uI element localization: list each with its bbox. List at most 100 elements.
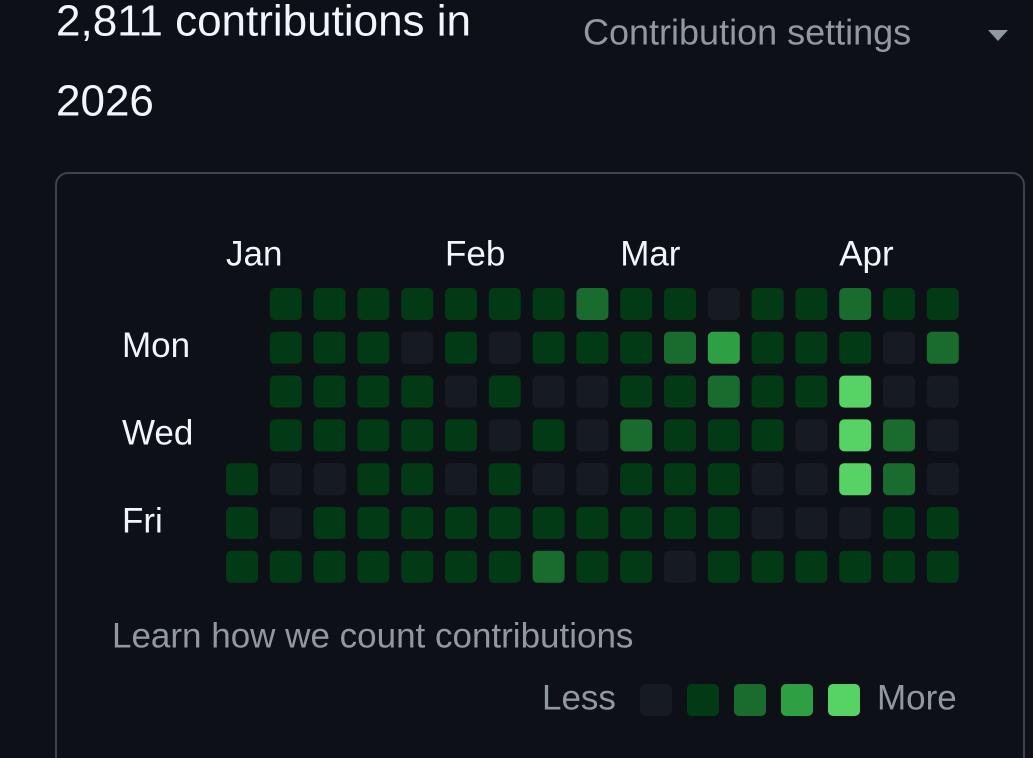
contribution-cell	[620, 507, 653, 539]
contribution-cell	[269, 331, 302, 364]
contribution-cell	[226, 507, 258, 539]
contribution-cell	[795, 463, 828, 496]
contribution-cell	[576, 331, 609, 364]
contribution-cell	[620, 375, 653, 408]
contribution-cell	[357, 375, 390, 408]
legend-swatch	[734, 684, 766, 716]
contribution-cell	[313, 550, 346, 583]
contribution-cell	[401, 288, 434, 320]
contribution-cell	[926, 288, 959, 320]
contribution-cell	[883, 288, 915, 320]
dropdown-caret[interactable]	[988, 30, 1008, 41]
contribution-cell	[751, 419, 784, 452]
month-label: Jan	[226, 234, 282, 273]
contribution-cell	[488, 375, 521, 408]
contribution-cell	[269, 288, 302, 320]
legend-swatch	[781, 684, 813, 716]
month-label: Feb	[445, 234, 505, 273]
day-label: Wed	[122, 414, 193, 453]
contribution-cell	[707, 331, 740, 364]
contribution-cell	[839, 507, 872, 539]
contribution-cell	[576, 550, 609, 583]
contribution-cell	[795, 288, 828, 320]
graph-box	[55, 172, 1025, 758]
contribution-cell	[926, 331, 959, 364]
contribution-cell	[664, 507, 696, 539]
month-label: Mar	[620, 234, 681, 273]
contribution-cell	[488, 288, 521, 320]
contribution-cell	[664, 331, 696, 364]
contribution-cell	[532, 507, 565, 539]
day-label: Mon	[122, 326, 190, 365]
contribution-cell	[926, 550, 959, 583]
contribution-cell	[839, 331, 872, 364]
contribution-cell	[839, 375, 872, 408]
contribution-cell	[357, 550, 390, 583]
contribution-cell	[576, 419, 609, 452]
contribution-cell	[620, 463, 653, 496]
contribution-cell	[620, 550, 653, 583]
contribution-cell	[401, 375, 434, 408]
contribution-cell	[664, 375, 696, 408]
contribution-cell	[357, 507, 390, 539]
contribution-cell	[401, 550, 434, 583]
title-line: 2,811 contributions in	[56, 0, 471, 46]
title-line: 2026	[56, 77, 154, 126]
contribution-cell	[707, 288, 740, 320]
contribution-cell	[313, 375, 346, 408]
contribution-cell	[883, 463, 915, 496]
contribution-cell	[839, 419, 872, 452]
day-label: Fri	[122, 501, 163, 540]
contribution-cell	[795, 507, 828, 539]
contribution-cell	[751, 331, 784, 364]
contribution-cell	[620, 419, 653, 452]
contribution-cell	[883, 419, 915, 452]
contribution-cell	[795, 331, 828, 364]
contribution-cell	[532, 375, 565, 408]
contribution-cell	[751, 507, 784, 539]
contribution-cell	[445, 507, 477, 539]
contribution-cell	[883, 331, 915, 364]
legend-swatch	[640, 684, 672, 716]
contribution-cell	[269, 419, 302, 452]
contribution-cell	[488, 550, 521, 583]
contribution-cell	[401, 419, 434, 452]
contribution-cell	[795, 375, 828, 408]
contribution-cell	[707, 550, 740, 583]
contribution-cell	[488, 419, 521, 452]
contribution-cell	[664, 288, 696, 320]
contribution-cell	[445, 288, 477, 320]
contribution-cell	[313, 331, 346, 364]
contribution-cell	[839, 288, 872, 320]
contribution-cell	[445, 375, 477, 408]
contribution-cell	[751, 288, 784, 320]
contribution-cell	[751, 463, 784, 496]
contribution-cell	[313, 288, 346, 320]
contribution-cell	[313, 507, 346, 539]
contribution-cell	[269, 463, 302, 496]
contribution-cell	[532, 419, 565, 452]
contribution-cell	[664, 550, 696, 583]
contribution-cell	[620, 331, 653, 364]
contribution-cell	[488, 463, 521, 496]
contribution-cell	[445, 419, 477, 452]
contribution-cell	[401, 331, 434, 364]
contribution-cell	[488, 331, 521, 364]
contribution-cell	[839, 550, 872, 583]
contribution-cell	[576, 288, 609, 320]
settings-button[interactable]: Contribution settings	[583, 12, 911, 53]
contribution-cell	[620, 288, 653, 320]
contribution-cell	[357, 419, 390, 452]
contribution-cell	[795, 550, 828, 583]
contribution-cell	[401, 463, 434, 496]
contribution-cell	[445, 550, 477, 583]
contribution-cell	[707, 375, 740, 408]
contribution-cell	[707, 419, 740, 452]
contribution-cell	[401, 507, 434, 539]
legend-less: Less	[542, 678, 616, 717]
contribution-cell	[751, 550, 784, 583]
learn-link[interactable]: Learn how we count contributions	[112, 616, 633, 655]
contribution-cell	[488, 507, 521, 539]
contribution-cell	[269, 550, 302, 583]
